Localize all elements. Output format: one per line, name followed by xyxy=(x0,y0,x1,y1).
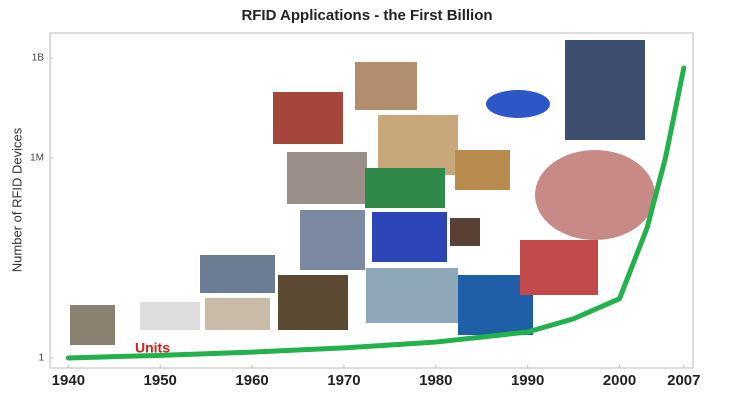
y-tick-label: 1B xyxy=(32,53,45,64)
x-tick-label: 1980 xyxy=(419,372,452,389)
line-series xyxy=(65,65,687,361)
y-tick-label: 1 xyxy=(38,353,44,364)
y-axis-label: Number of RFID Devices xyxy=(9,127,24,272)
photo xyxy=(287,152,367,204)
photo xyxy=(486,90,550,118)
x-tick-label: 1960 xyxy=(235,372,268,389)
x-tick-label: 2007 xyxy=(667,372,700,389)
chart-title: RFID Applications - the First Billion xyxy=(241,7,492,24)
x-tick-label: 2000 xyxy=(603,372,636,389)
photo xyxy=(278,275,348,330)
photo xyxy=(378,115,458,175)
annotation: Units xyxy=(135,340,170,356)
photo xyxy=(535,150,655,240)
plot-frame xyxy=(49,32,694,369)
photo xyxy=(300,210,365,270)
photo xyxy=(70,305,115,345)
photo xyxy=(140,302,200,330)
photo xyxy=(455,150,510,190)
photo-collage xyxy=(70,40,655,345)
photo xyxy=(205,298,270,330)
photo xyxy=(520,240,598,295)
photo xyxy=(365,168,445,208)
photo xyxy=(355,62,417,110)
photo xyxy=(450,218,480,246)
photo xyxy=(200,255,275,293)
x-tick-label: 1940 xyxy=(52,372,85,389)
photo xyxy=(366,268,458,323)
photo xyxy=(372,212,447,262)
y-tick-label: 1M xyxy=(30,153,44,164)
photo xyxy=(273,92,343,144)
photo xyxy=(565,40,645,140)
x-tick-label: 1990 xyxy=(511,372,544,389)
x-tick-label: 1970 xyxy=(327,372,360,389)
x-tick-label: 1950 xyxy=(144,372,177,389)
